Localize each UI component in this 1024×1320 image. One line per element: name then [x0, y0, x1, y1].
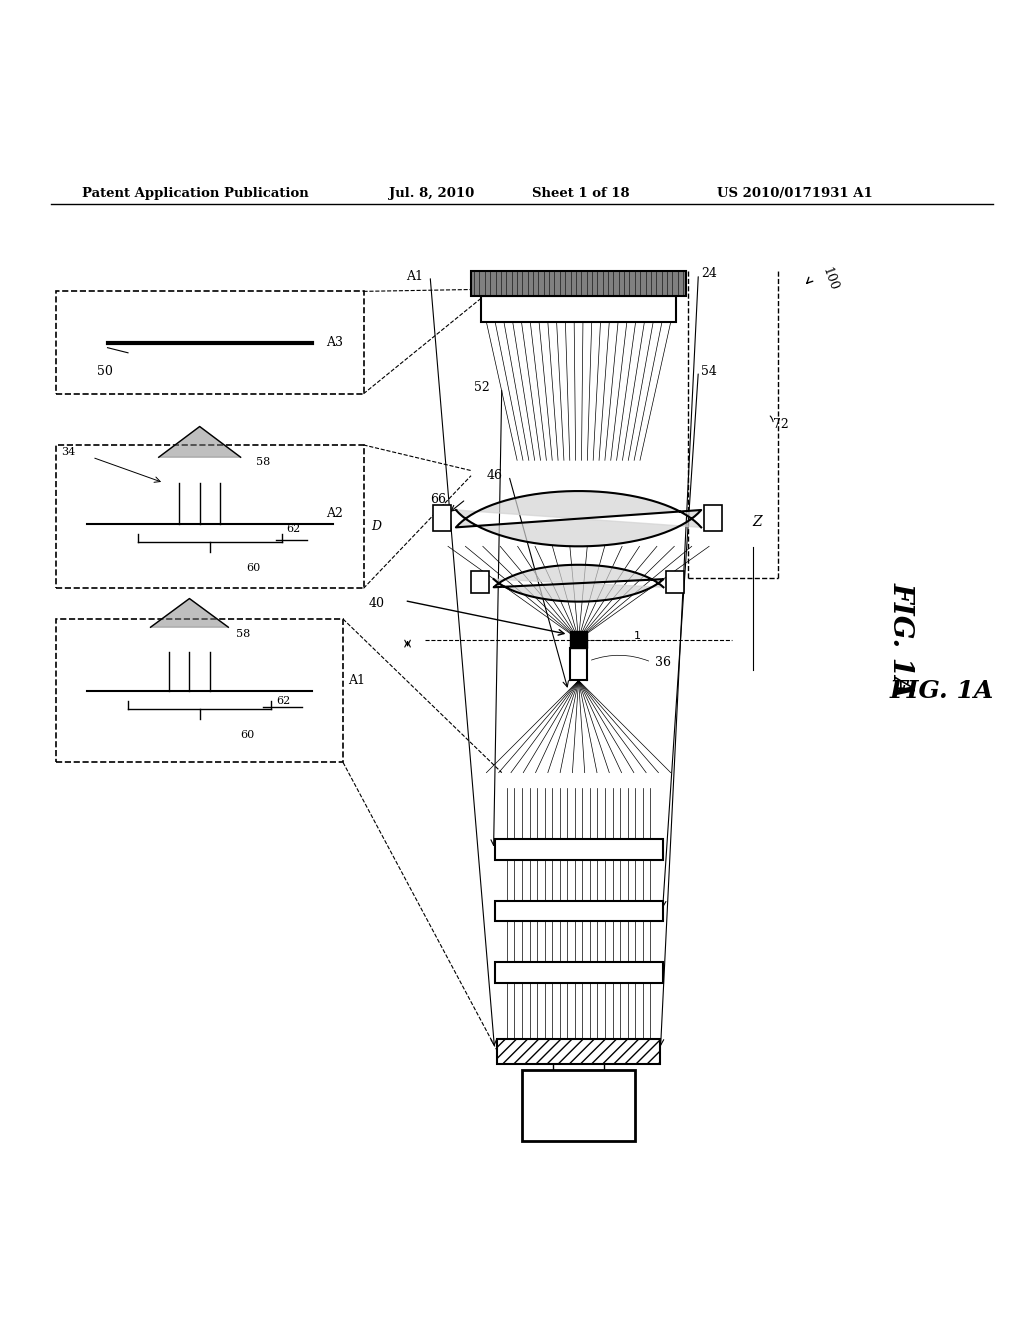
- Bar: [432, 506, 451, 531]
- Text: 66: 66: [430, 492, 446, 506]
- Text: Patent Application Publication: Patent Application Publication: [82, 187, 308, 199]
- Text: 12: 12: [570, 1100, 587, 1111]
- Bar: [703, 506, 722, 531]
- Text: $\mathsf{1}$: $\mathsf{1}$: [633, 630, 641, 642]
- Text: 54: 54: [701, 364, 718, 378]
- Bar: [56, 292, 364, 393]
- Text: 36: 36: [655, 656, 672, 668]
- Text: 62: 62: [276, 696, 291, 706]
- Text: 62: 62: [287, 524, 301, 533]
- Text: Sheet 1 of 18: Sheet 1 of 18: [532, 187, 630, 199]
- Text: FIG. 1A: FIG. 1A: [888, 582, 914, 697]
- Polygon shape: [456, 491, 701, 546]
- Text: 100: 100: [819, 265, 840, 293]
- Text: 24: 24: [701, 268, 718, 280]
- Polygon shape: [494, 565, 664, 602]
- Text: A1: A1: [348, 675, 366, 686]
- Bar: [495, 962, 663, 982]
- Text: Jul. 8, 2010: Jul. 8, 2010: [389, 187, 474, 199]
- Polygon shape: [151, 598, 228, 627]
- Text: 72: 72: [773, 418, 788, 430]
- Text: Z: Z: [753, 515, 762, 529]
- Bar: [522, 1069, 635, 1142]
- Text: A2: A2: [327, 507, 343, 520]
- Text: A3: A3: [326, 337, 343, 348]
- Text: 34: 34: [61, 447, 76, 457]
- Text: 60: 60: [246, 562, 260, 573]
- Text: 52: 52: [474, 381, 489, 395]
- Bar: [666, 572, 684, 594]
- Text: 58: 58: [236, 630, 250, 639]
- Text: FIG. 1A: FIG. 1A: [890, 678, 994, 702]
- Text: 40: 40: [369, 597, 385, 610]
- Polygon shape: [159, 426, 241, 457]
- Text: A1: A1: [407, 269, 424, 282]
- Bar: [56, 619, 343, 763]
- Text: 50: 50: [97, 364, 114, 378]
- Text: 60: 60: [241, 730, 255, 739]
- Text: 46: 46: [486, 469, 503, 482]
- Bar: [570, 631, 587, 648]
- Bar: [495, 900, 663, 921]
- Text: D: D: [371, 520, 381, 533]
- Bar: [495, 840, 663, 859]
- Text: 58: 58: [256, 457, 270, 467]
- Bar: [471, 572, 489, 594]
- Bar: [471, 271, 686, 297]
- Bar: [497, 1039, 660, 1064]
- Text: US 2010/0171931 A1: US 2010/0171931 A1: [717, 187, 872, 199]
- Bar: [56, 445, 364, 589]
- Bar: [481, 297, 676, 322]
